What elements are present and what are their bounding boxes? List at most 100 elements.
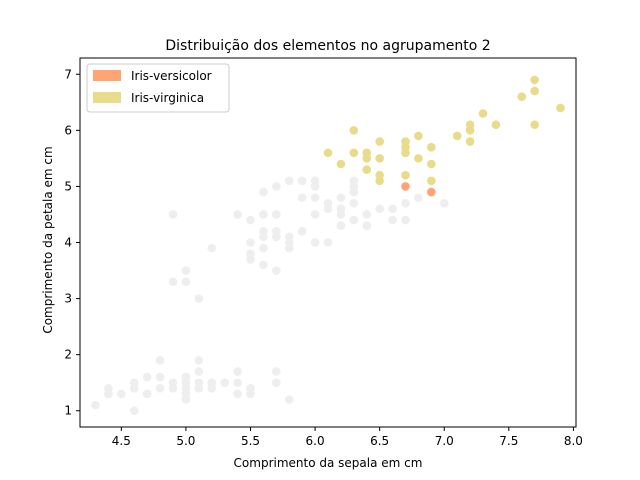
- data-point-s0-4: [129, 406, 139, 416]
- data-point-s2-15: [414, 131, 423, 141]
- data-point-s2-5: [362, 154, 372, 163]
- x-tick-label: 5.5: [241, 434, 260, 448]
- data-point-s0-6: [129, 378, 139, 387]
- x-tick-label: 4.5: [112, 434, 131, 448]
- data-point-s0-54: [272, 210, 281, 219]
- data-point-s0-43: [246, 238, 255, 247]
- points-layer: [91, 75, 565, 416]
- legend-label: Iris-versicolor: [131, 69, 212, 83]
- data-point-s2-20: [452, 131, 462, 141]
- data-point-s0-33: [284, 395, 294, 404]
- y-tick-label: 2: [64, 348, 72, 362]
- data-point-s0-72: [349, 215, 359, 225]
- legend-box: [86, 63, 230, 113]
- data-point-s0-44: [246, 215, 255, 225]
- data-point-s0-9: [155, 384, 165, 393]
- data-point-s2-6: [362, 165, 372, 174]
- data-point-s0-69: [336, 221, 346, 230]
- data-point-s0-27: [233, 378, 242, 387]
- data-point-s0-83: [401, 198, 410, 208]
- data-point-s0-82: [401, 215, 410, 225]
- data-point-s0-88: [310, 193, 320, 202]
- x-tick-label: 5.0: [176, 434, 195, 448]
- data-point-s0-50: [259, 187, 268, 197]
- data-point-s0-81: [388, 204, 397, 214]
- y-tick-label: 7: [64, 67, 72, 81]
- data-point-s0-30: [246, 384, 255, 393]
- legend: Iris-versicolor Iris-virginica: [86, 63, 230, 113]
- data-point-s2-18: [427, 159, 436, 169]
- data-point-s0-18: [181, 372, 191, 382]
- data-point-s0-76: [349, 176, 359, 186]
- legend-label: Iris-virginica: [131, 91, 204, 105]
- data-point-s1-0: [401, 182, 410, 191]
- data-point-s0-73: [349, 198, 359, 208]
- data-point-s0-77: [362, 221, 372, 230]
- data-point-s0-38: [194, 294, 204, 303]
- data-point-s0-10: [155, 372, 165, 382]
- data-point-s2-29: [530, 120, 539, 130]
- data-point-s2-19: [427, 176, 436, 186]
- data-point-s0-61: [297, 193, 307, 202]
- data-point-s0-60: [297, 226, 307, 236]
- legend-swatch: [93, 70, 121, 81]
- data-point-s0-86: [439, 198, 449, 208]
- data-point-s2-8: [375, 154, 384, 163]
- chart-title: Distribuição dos elementos no agrupament…: [165, 38, 490, 54]
- y-tick-label: 6: [64, 123, 72, 137]
- axes-layer: 4.5 5.0 5.5 6.0 6.5 7.0 7.5 8.0 1 2 3 4 5 6 7: [64, 57, 583, 448]
- data-point-s0-22: [194, 355, 204, 365]
- data-point-s0-58: [284, 232, 294, 242]
- data-point-s0-8: [142, 372, 152, 382]
- data-point-s0-2: [104, 389, 113, 399]
- data-point-s0-24: [207, 378, 217, 387]
- x-tick-label: 7.0: [435, 434, 454, 448]
- y-tick-label: 4: [64, 236, 72, 250]
- data-point-s0-21: [194, 367, 204, 376]
- y-tick-label: 5: [64, 179, 72, 193]
- data-point-s0-20: [194, 378, 204, 387]
- y-axis-label: Comprimento da petala em cm: [41, 146, 55, 333]
- data-point-s0-71: [336, 193, 346, 202]
- data-point-s0-13: [168, 378, 178, 387]
- data-point-s2-13: [401, 148, 410, 158]
- data-point-s0-49: [259, 210, 268, 219]
- data-point-s2-30: [556, 103, 565, 113]
- legend-swatch: [93, 92, 121, 103]
- data-point-s0-55: [272, 182, 281, 191]
- data-point-s0-53: [272, 226, 281, 236]
- x-tick-label: 6.5: [370, 434, 389, 448]
- data-point-s0-87: [323, 204, 333, 214]
- data-point-s0-45: [259, 260, 268, 270]
- data-point-s0-62: [297, 176, 307, 186]
- data-point-s0-63: [310, 238, 320, 247]
- data-point-s0-66: [310, 176, 320, 186]
- data-point-s2-22: [465, 126, 475, 135]
- data-point-s0-46: [259, 243, 268, 253]
- data-point-s0-34: [168, 210, 178, 219]
- x-tick-label: 6.0: [306, 434, 325, 448]
- x-tick-label: 7.5: [499, 434, 518, 448]
- data-point-s0-25: [220, 378, 229, 387]
- y-tick-label: 1: [64, 404, 72, 418]
- data-point-s2-10: [375, 176, 384, 186]
- data-point-s0-40: [233, 210, 242, 219]
- data-point-s0-3: [117, 389, 126, 399]
- data-point-s0-0: [91, 400, 100, 410]
- data-point-s0-39: [207, 243, 217, 253]
- data-point-s2-28: [530, 86, 539, 96]
- data-point-s0-28: [233, 367, 242, 376]
- data-point-s2-24: [478, 109, 488, 118]
- data-point-s0-7: [142, 389, 152, 399]
- data-point-s0-11: [155, 355, 165, 365]
- data-point-s0-59: [284, 176, 294, 186]
- data-point-s0-80: [388, 215, 397, 225]
- y-tick-label: 3: [64, 292, 72, 306]
- data-point-s0-51: [272, 266, 281, 275]
- data-point-s0-37: [181, 277, 191, 287]
- data-point-s2-7: [375, 137, 384, 146]
- data-point-s1-1: [427, 187, 436, 197]
- data-point-s2-3: [349, 148, 359, 158]
- data-point-s0-35: [168, 277, 178, 287]
